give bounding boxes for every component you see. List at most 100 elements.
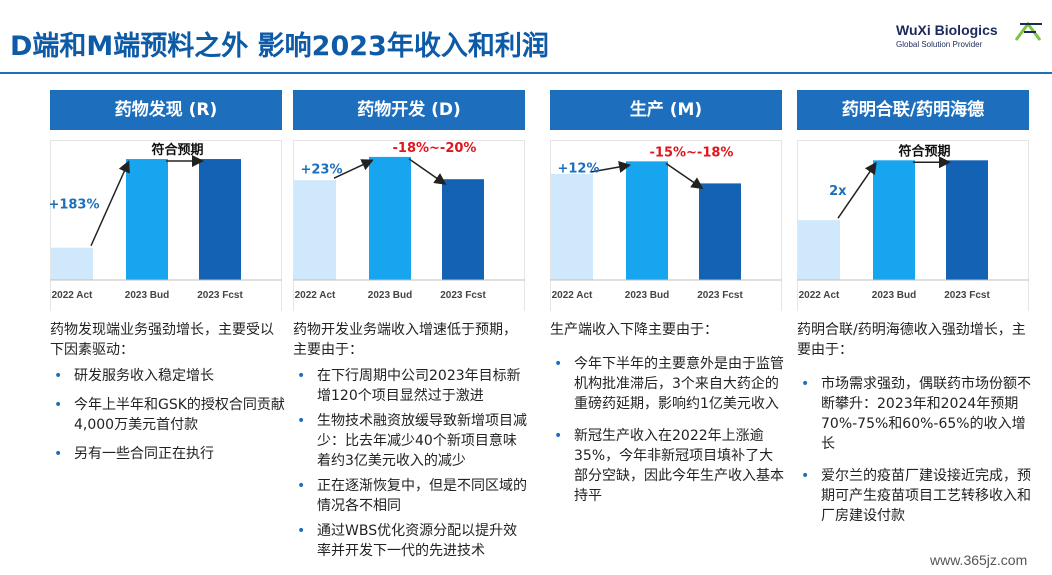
panel-intro: 生产端收入下降主要由于： [550,322,718,338]
bullet-text: 研发服务收入稳定增长 [74,368,214,384]
panel-intro: 药明合联/药明海德收入强劲增长，主要由于： [797,322,1026,358]
growth-arrow [590,161,631,173]
panel-description: 生产端收入下降主要由于： • 今年下半年的主要意外是由于监管机构批准滞后，3个来自… [550,320,786,518]
list-item: • 新冠生产收入在2022年上涨逾35%，今年非新冠项目填补了大部分空缺，因此今年… [550,426,786,506]
growth-label: +12% [557,162,599,177]
list-item: • 在下行周期中公司2023年目标新增120个项目显然过于激进 [293,366,529,406]
panel-header: 药明合联/药明海德 [797,90,1029,130]
bullet-text: 市场需求强劲，偶联药市场份额不断攀升：2023年和2024年预期70%-75%和… [821,376,1031,452]
chart-development: 2022 Act 2023 Bud 2023 Fcst +23% -18%~-20% [293,140,525,310]
bar-2023-bud [626,161,668,280]
list-item: • 今年下半年的主要意外是由于监管机构批准滞后，3个来自大药企的重磅药延期，影响约… [550,354,786,414]
bar-2023-bud [126,159,168,280]
logo-brand: WuXi Biologics [896,22,998,38]
panel-description: 药物发现端业务强劲增长，主要受以下因素驱动： • 研发服务收入稳定增长 • 今年上半… [50,320,286,473]
forecast-label: 符合预期 [151,142,203,158]
bar-chart-svg: 2022 Act 2023 Bud 2023 Fcst +23% -18%~-20% [293,141,525,301]
chart-frame [293,140,525,311]
bar-chart-svg: 2022 Act 2023 Bud 2023 Fcst 2x 符合预期 [797,143,1029,301]
bullet-text: 新冠生产收入在2022年上涨逾35%，今年非新冠项目填补了大部分空缺，因此今年生… [574,428,784,504]
x-tick-label: 2023 Fcst [697,290,743,301]
panel-development: 药物开发 (D) 2022 Act 2023 Bud 2023 Fcst +23% -1… [293,90,527,570]
panel-header: 生产 (M) [550,90,782,130]
watermark: www.365jz.com [930,552,1028,568]
list-item: • 通过WBS优化资源分配以提升效率并开发下一代的先进技术 [293,521,529,561]
x-tick-label: 2022 Act [552,290,593,301]
growth-arrow [837,161,877,219]
bullet-text: 正在逐渐恢复中，但是不同区域的情况各不相同 [317,478,527,514]
bullet-icon: • [54,397,63,413]
list-item: • 研发服务收入稳定增长 [50,366,286,386]
list-item: • 正在逐渐恢复中，但是不同区域的情况各不相同 [293,476,529,516]
growth-label: 2x [829,184,847,199]
bullet-list: • 研发服务收入稳定增长 • 今年上半年和GSK的授权合同贡献4,000万美元首付款… [50,366,286,464]
logo-dna-icon [1014,21,1042,41]
bar-chart-svg: 2022 Act 2023 Bud 2023 Fcst +183% 符合预期 [50,142,282,301]
forecast-label: -15%~-18% [650,145,734,160]
chart-manufacturing: 2022 Act 2023 Bud 2023 Fcst +12% -15%~-18% [550,140,782,310]
bar-2023-bud [873,160,915,280]
bullet-icon: • [297,478,306,494]
bullet-icon: • [801,376,810,392]
x-tick-label: 2022 Act [295,290,336,301]
bar-2022-act [51,247,93,280]
x-tick-label: 2023 Bud [125,290,169,301]
x-tick-label: 2022 Act [52,290,93,301]
bullet-list: • 今年下半年的主要意外是由于监管机构批准滞后，3个来自大药企的重磅药延期，影响约… [550,354,786,506]
chart-frame [550,140,782,311]
bar-2022-act [798,220,840,280]
bullet-icon: • [54,446,63,462]
forecast-arrow [408,158,447,185]
bar-2022-act [551,173,593,280]
panel-intro: 药物开发业务端收入增速低于预期，主要由于： [293,322,517,358]
x-tick-label: 2023 Bud [368,290,412,301]
bullet-text: 在下行周期中公司2023年目标新增120个项目显然过于激进 [317,368,521,404]
bullet-icon: • [297,413,306,429]
list-item: • 市场需求强劲，偶联药市场份额不断攀升：2023年和2024年预期70%-75%… [797,374,1033,454]
list-item: • 爱尔兰的疫苗厂建设接近完成，预期可产生疫苗项目工艺转移收入和厂房建设付款 [797,466,1033,526]
bullet-text: 生物技术融资放缓导致新增项目减少：比去年减少40个新项目意味着约3亿美元收入的减… [317,413,527,469]
x-tick-label: 2023 Fcst [440,290,486,301]
bullet-text: 今年上半年和GSK的授权合同贡献4,000万美元首付款 [74,397,285,433]
bullet-icon: • [54,368,63,384]
bar-2023-fcst [946,160,988,280]
bar-2022-act [294,180,336,280]
bar-2023-fcst [199,159,241,280]
bullet-icon: • [554,428,563,444]
bullet-icon: • [554,356,563,372]
x-tick-label: 2023 Fcst [944,290,990,301]
title-divider [0,72,1052,74]
panel-wuxi-xdc-vaccines: 药明合联/药明海德 2022 Act 2023 Bud 2023 Fcst 2x 符合预… [797,90,1031,570]
bullet-text: 通过WBS优化资源分配以提升效率并开发下一代的先进技术 [317,523,518,559]
panel-header: 药物发现 (R) [50,90,282,130]
forecast-label: -18%~-20% [393,141,477,156]
list-item: • 生物技术融资放缓导致新增项目减少：比去年减少40个新项目意味着约3亿美元收入的… [293,411,529,471]
wuxi-biologics-logo: WuXi Biologics Global Solution Provider [896,16,1046,56]
x-tick-label: 2023 Bud [625,290,669,301]
chart-frame [797,140,1029,311]
chart-frame [50,140,282,311]
bar-chart-svg: 2022 Act 2023 Bud 2023 Fcst +12% -15%~-18% [550,145,782,301]
bullet-icon: • [801,468,810,484]
panel-intro: 药物发现端业务强劲增长，主要受以下因素驱动： [50,322,274,358]
chart-wuxi-xdc-vaccines: 2022 Act 2023 Bud 2023 Fcst 2x 符合预期 [797,140,1029,310]
panel-manufacturing: 生产 (M) 2022 Act 2023 Bud 2023 Fcst +12% -15%… [550,90,784,570]
bullet-list: • 在下行周期中公司2023年目标新增120个项目显然过于激进 • 生物技术融资放缓… [293,366,529,561]
panel-description: 药物开发业务端收入增速低于预期，主要由于： • 在下行周期中公司2023年目标新增… [293,320,529,566]
panel-discovery: 药物发现 (R) 2022 Act 2023 Bud 2023 Fcst +183% 符… [50,90,285,570]
bar-2023-fcst [699,183,741,280]
panel-header: 药物开发 (D) [293,90,525,130]
bullet-text: 爱尔兰的疫苗厂建设接近完成，预期可产生疫苗项目工艺转移收入和厂房建设付款 [821,468,1031,524]
logo-tagline: Global Solution Provider [896,40,983,49]
chart-discovery: 2022 Act 2023 Bud 2023 Fcst +183% 符合预期 [50,140,282,310]
bullet-list: • 市场需求强劲，偶联药市场份额不断攀升：2023年和2024年预期70%-75%… [797,374,1033,526]
list-item: • 今年上半年和GSK的授权合同贡献4,000万美元首付款 [50,395,286,435]
bar-2023-fcst [442,179,484,280]
bullet-icon: • [297,368,306,384]
bullet-icon: • [297,523,306,539]
growth-label: +183% [50,197,100,212]
x-tick-label: 2022 Act [799,290,840,301]
page-title: D端和M端预料之外 影响2023年收入和利润 [10,31,549,62]
growth-arrow [333,159,374,179]
x-tick-label: 2023 Fcst [197,290,243,301]
